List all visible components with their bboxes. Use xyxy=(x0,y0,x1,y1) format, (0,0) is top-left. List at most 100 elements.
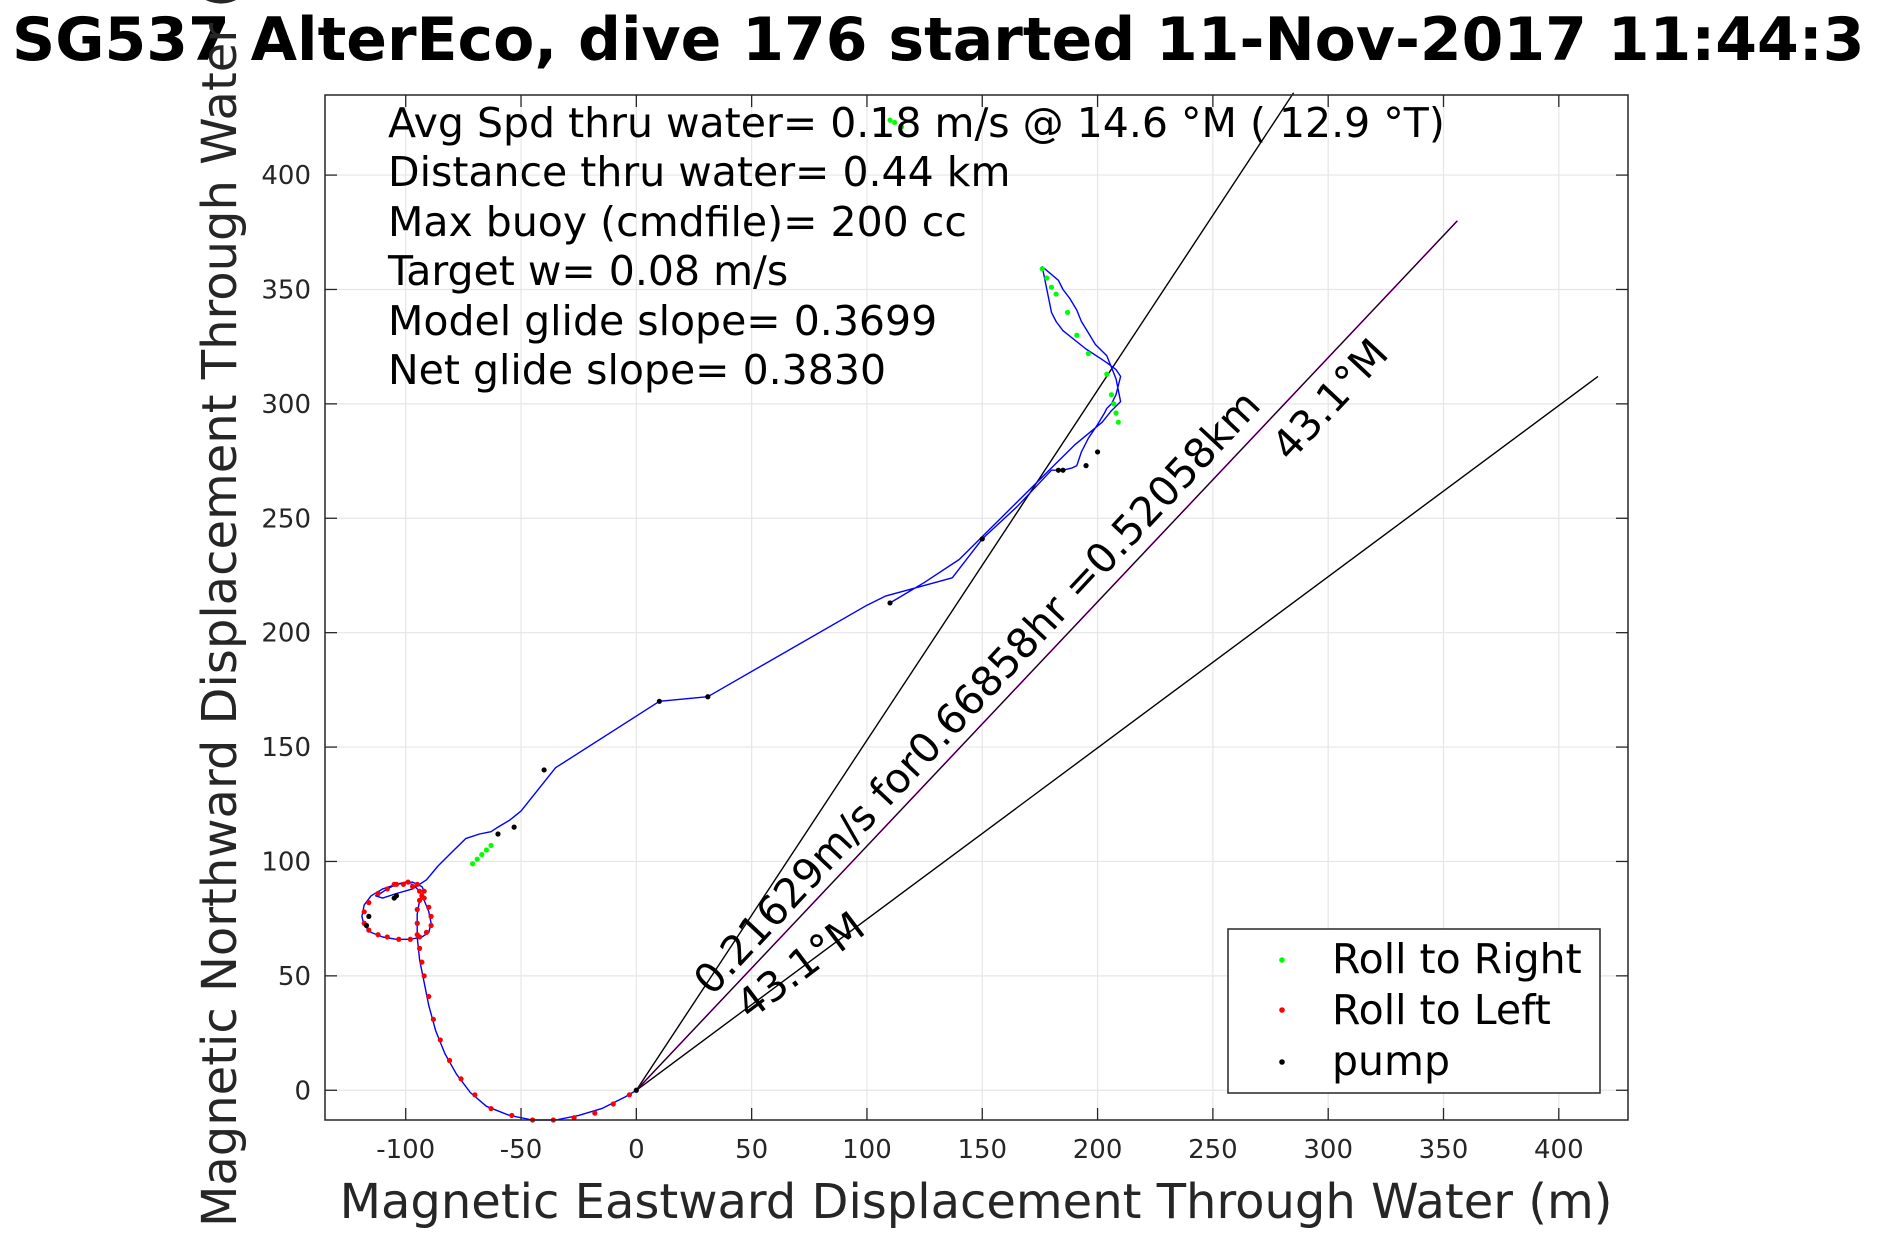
legend-marker-roll-right xyxy=(1279,957,1285,963)
legend-label-pump: pump xyxy=(1332,1037,1450,1085)
roll-left-point xyxy=(416,897,423,903)
x-tick-label: 150 xyxy=(957,1135,1007,1165)
roll-left-point xyxy=(488,1105,494,1112)
roll-left-point xyxy=(384,886,390,892)
pump-point xyxy=(1094,449,1101,455)
points-layer xyxy=(361,117,1121,1123)
x-tick-label: 0 xyxy=(628,1135,645,1165)
reference-line xyxy=(635,375,1599,1091)
roll-left-point xyxy=(366,900,372,906)
current-line-overlay xyxy=(635,220,1458,1091)
roll-left-point xyxy=(419,959,425,965)
roll-left-point xyxy=(472,1092,478,1098)
roll-right-point xyxy=(1048,284,1055,290)
x-tick-label: 400 xyxy=(1534,1135,1584,1165)
pump-point xyxy=(363,922,370,929)
grid-lines xyxy=(325,95,1628,1120)
x-axis-ticks: -100 -50 0 50 100 150 200 250 300 350 400 xyxy=(376,95,1584,1165)
info-line-max-buoy: Max buoy (cmdfile)= 200 cc xyxy=(388,198,967,246)
roll-right-point xyxy=(1039,266,1045,272)
reference-line xyxy=(635,92,1295,1091)
pump-point xyxy=(633,1087,639,1093)
roll-left-point xyxy=(610,1101,616,1107)
y-tick-label: 250 xyxy=(261,504,311,534)
roll-right-point xyxy=(479,851,485,858)
roll-left-point xyxy=(416,934,423,940)
roll-left-point xyxy=(384,934,390,940)
x-tick-label: 350 xyxy=(1419,1135,1469,1165)
info-line-net-glide: Net glide slope= 0.3830 xyxy=(388,346,886,394)
roll-left-point xyxy=(375,890,381,897)
info-line-distance: Distance thru water= 0.44 km xyxy=(388,148,1010,196)
axes-box xyxy=(324,94,1629,1121)
pump-point xyxy=(541,767,547,773)
roll-right-point xyxy=(1044,275,1050,281)
info-text-block: Avg Spd thru water= 0.18 m/s @ 14.6 °M (… xyxy=(387,99,1445,394)
roll-left-point xyxy=(414,906,420,913)
y-tick-label: 100 xyxy=(261,847,311,877)
roll-left-point xyxy=(509,1112,515,1119)
roll-left-point xyxy=(416,888,423,894)
x-axis-label: Magnetic Eastward Displacement Through W… xyxy=(340,1174,1613,1230)
x-tick-label: -100 xyxy=(376,1135,435,1165)
roll-left-point xyxy=(405,879,411,885)
roll-left-point xyxy=(407,936,413,942)
roll-left-point xyxy=(391,881,397,887)
legend-box xyxy=(1227,928,1601,1094)
roll-left-point xyxy=(421,973,427,979)
roll-right-point xyxy=(1053,291,1059,297)
pump-point xyxy=(656,698,662,704)
roll-left-point xyxy=(414,881,420,887)
pump-point xyxy=(705,694,711,700)
pump-point xyxy=(511,824,517,830)
roll-right-point xyxy=(483,847,490,853)
legend-label-roll-right: Roll to Right xyxy=(1332,935,1582,983)
pump-point xyxy=(495,831,501,837)
roll-right-point xyxy=(1111,401,1117,407)
roll-left-point xyxy=(421,888,427,894)
pump-point xyxy=(887,600,893,606)
roll-right-point xyxy=(898,124,905,130)
legend-marker-roll-left xyxy=(1279,1007,1285,1013)
y-tick-label: 300 xyxy=(261,390,311,420)
roll-right-point xyxy=(1115,419,1121,425)
y-tick-label: 0 xyxy=(294,1076,311,1106)
y-axis-label: Magnetic Northward Displacement Through … xyxy=(192,0,248,1227)
y-axis-ticks: 0 50 100 150 200 250 300 350 400 xyxy=(261,161,1628,1106)
pump-point xyxy=(1083,463,1089,469)
chart-title: SG537 AlterEco, dive 176 started 11-Nov-… xyxy=(12,5,1865,75)
y-tick-label: 50 xyxy=(278,962,311,992)
roll-right-point xyxy=(488,842,494,849)
reference-lines xyxy=(635,92,1599,1091)
pump-point xyxy=(393,893,400,899)
roll-left-point xyxy=(410,884,416,890)
y-tick-label: 350 xyxy=(261,275,311,305)
roll-right-point xyxy=(469,861,476,867)
roll-right-point xyxy=(1104,371,1110,377)
roll-left-point xyxy=(426,993,432,1000)
roll-right-point xyxy=(1113,410,1119,416)
roll-left-point xyxy=(414,920,420,926)
roll-right-point xyxy=(892,119,898,126)
roll-left-point xyxy=(428,913,434,919)
roll-left-point xyxy=(437,1037,443,1043)
roll-right-point xyxy=(474,856,480,862)
y-tick-label: 150 xyxy=(261,733,311,763)
roll-left-point xyxy=(416,945,423,952)
roll-right-point xyxy=(1108,392,1115,398)
x-tick-label: 100 xyxy=(842,1135,892,1165)
roll-left-point xyxy=(366,927,372,933)
roll-left-point xyxy=(446,1057,453,1064)
roll-left-point xyxy=(592,1110,598,1116)
info-line-avg-speed: Avg Spd thru water= 0.18 m/s @ 14.6 °M (… xyxy=(388,99,1445,147)
roll-left-point xyxy=(426,904,432,910)
x-tick-label: 50 xyxy=(735,1135,768,1165)
roll-left-point xyxy=(428,922,434,929)
x-tick-label: 300 xyxy=(1303,1135,1353,1165)
x-tick-label: 250 xyxy=(1188,1135,1238,1165)
roll-left-point xyxy=(400,881,407,887)
roll-left-point xyxy=(375,932,381,938)
y-tick-label: 400 xyxy=(261,161,311,191)
x-tick-label: -50 xyxy=(500,1135,542,1165)
